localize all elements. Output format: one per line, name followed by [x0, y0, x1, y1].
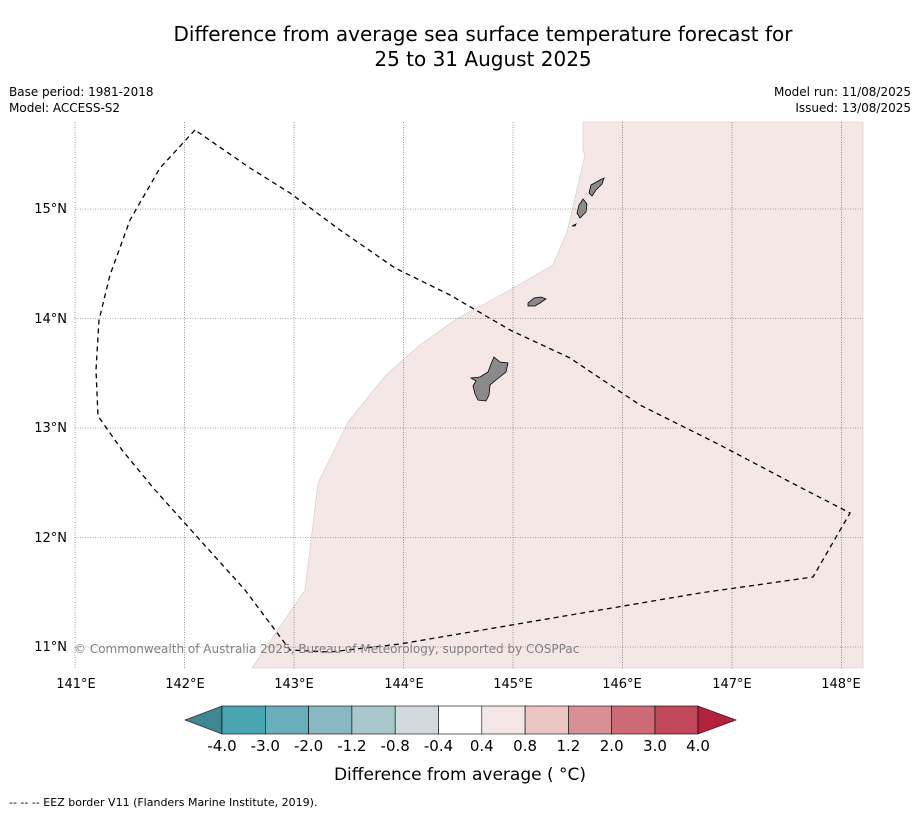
meta-right: Model run: 11/08/2025 Issued: 13/08/2025	[774, 84, 911, 116]
issued-text: Issued: 13/08/2025	[795, 101, 911, 115]
colorbar-over-arrow	[697, 705, 737, 735]
lat-tick-labels: 15°N 14°N 13°N 12°N 11°N	[34, 202, 67, 655]
island-tinian	[576, 198, 588, 219]
colorbar-tick-labels: -4.0 -3.0 -2.0 -1.2 -0.8 -0.4 0.4 0.8 1.…	[207, 737, 710, 755]
lat-tick-label: 13°N	[34, 421, 67, 436]
colorbar-tick-label: 0.4	[470, 737, 494, 755]
colorbar-segment	[221, 705, 266, 735]
colorbar-tick-label: 1.2	[556, 737, 580, 755]
colorbar-segment	[394, 705, 439, 735]
colorbar-segment	[481, 705, 526, 735]
model-text: Model: ACCESS-S2	[9, 101, 121, 115]
lon-tick-label: 144°E	[384, 677, 424, 692]
colorbar-tick-label: -0.8	[381, 737, 410, 755]
colorbar-tick-label: 2.0	[600, 737, 624, 755]
island-rota	[527, 296, 547, 307]
colorbar-tick-label: 4.0	[686, 737, 710, 755]
base-period-text: Base period: 1981-2018	[9, 85, 154, 99]
colorbar-segment	[568, 705, 613, 735]
colorbar-segment	[351, 705, 396, 735]
meta-left: Base period: 1981-2018 Model: ACCESS-S2	[9, 84, 154, 116]
title-line-2: 25 to 31 August 2025	[374, 47, 592, 71]
colorbar-tick-label: -1.2	[337, 737, 366, 755]
colorbar-segment	[308, 705, 353, 735]
colorbar-segment	[438, 705, 483, 735]
lon-tick-label: 148°E	[821, 677, 861, 692]
map-panel: © Commonwealth of Australia 2025, Bureau…	[74, 121, 864, 669]
lat-tick-label: 12°N	[34, 531, 67, 546]
colorbar-segment	[264, 705, 309, 735]
colorbar-tick-label: -2.0	[294, 737, 323, 755]
eez-border	[95, 129, 851, 653]
colorbar-tick-label: -0.4	[424, 737, 453, 755]
footnote: -- -- -- EEZ border V11 (Flanders Marine…	[9, 796, 318, 809]
colorbar-segment	[654, 705, 699, 735]
lon-tick-label: 146°E	[602, 677, 642, 692]
lon-tick-label: 141°E	[56, 677, 96, 692]
map-title: Difference from average sea surface temp…	[0, 22, 919, 72]
island-aguijan	[571, 223, 577, 227]
island-saipan	[588, 177, 605, 197]
lon-tick-label: 142°E	[165, 677, 205, 692]
lon-tick-labels: 141°E 142°E 143°E 144°E 145°E 146°E 147°…	[56, 677, 861, 692]
lon-gridlines	[74, 122, 842, 668]
lon-tick-label: 147°E	[712, 677, 752, 692]
islands	[469, 177, 605, 402]
lat-tick-label: 15°N	[34, 202, 67, 217]
copyright-text: © Commonwealth of Australia 2025, Bureau…	[74, 642, 579, 656]
colorbar-segment	[524, 705, 569, 735]
lon-tick-label: 143°E	[274, 677, 314, 692]
colorbar-tick-label: 0.8	[513, 737, 537, 755]
model-run-text: Model run: 11/08/2025	[773, 85, 911, 99]
colorbar-tick-label: 3.0	[643, 737, 667, 755]
lat-tick-label: 11°N	[34, 640, 67, 655]
lat-tick-label: 14°N	[34, 312, 67, 327]
island-guam	[469, 356, 509, 402]
colorbar-tick-label: -3.0	[251, 737, 280, 755]
colorbar-title: Difference from average ( °C)	[334, 765, 586, 785]
anomaly-region	[251, 121, 864, 669]
colorbar-segment	[611, 705, 656, 735]
title-line-1: Difference from average sea surface temp…	[173, 22, 793, 46]
lon-tick-label: 145°E	[493, 677, 533, 692]
colorbar: -4.0 -3.0 -2.0 -1.2 -0.8 -0.4 0.4 0.8 1.…	[184, 705, 737, 785]
colorbar-tick-label: -4.0	[207, 737, 236, 755]
colorbar-under-arrow	[184, 705, 223, 735]
